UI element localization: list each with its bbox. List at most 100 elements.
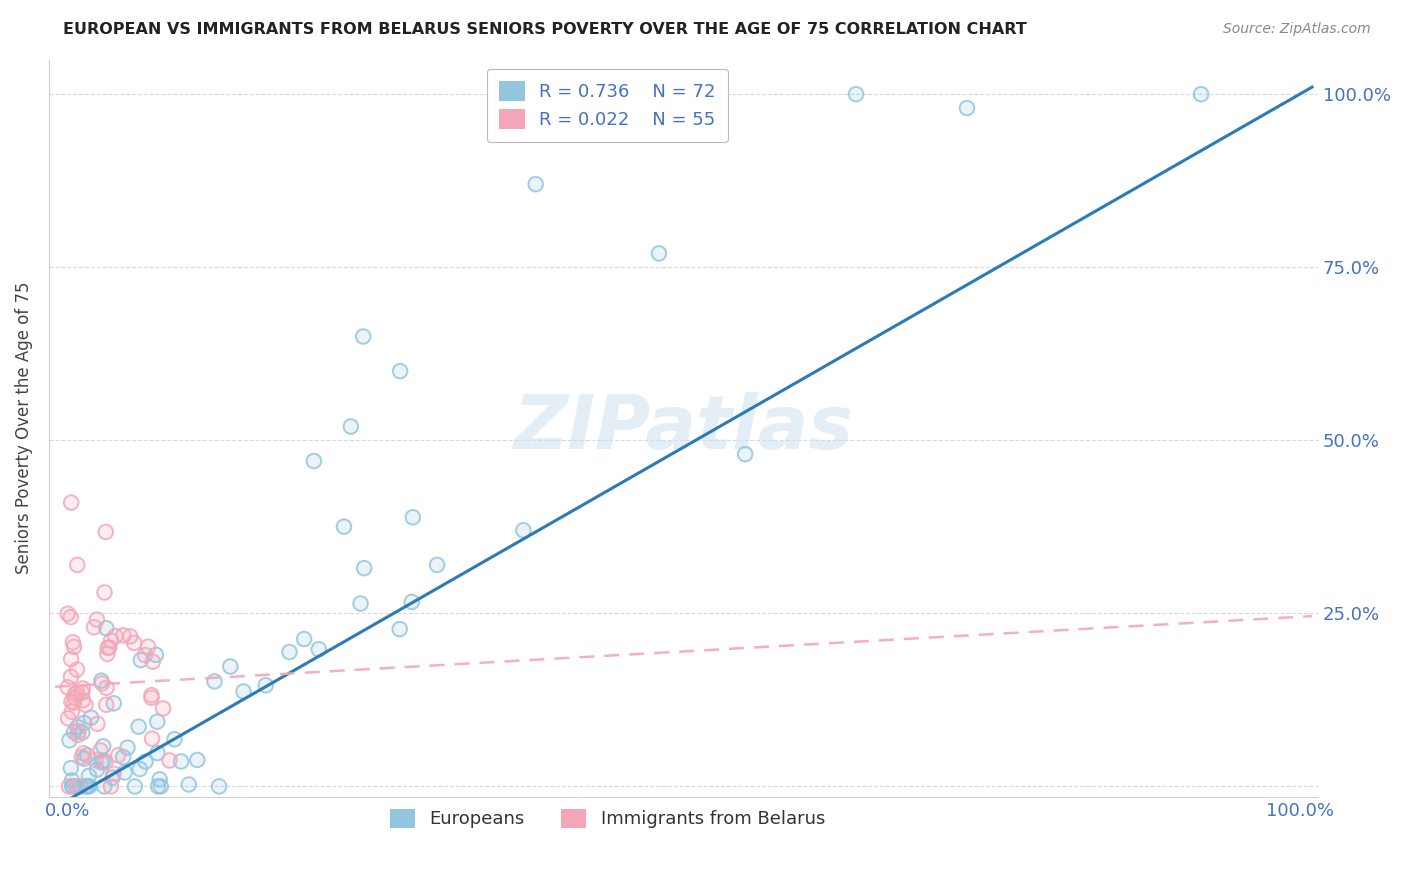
Point bbox=[149, 772, 172, 787]
Point bbox=[134, 755, 156, 769]
Point bbox=[60, 780, 83, 794]
Point bbox=[103, 696, 125, 710]
Point bbox=[845, 87, 868, 102]
Point bbox=[149, 780, 172, 794]
Point bbox=[141, 688, 163, 702]
Point bbox=[956, 101, 979, 115]
Point bbox=[76, 780, 98, 794]
Point bbox=[101, 771, 124, 785]
Y-axis label: Seniors Poverty Over the Age of 75: Seniors Poverty Over the Age of 75 bbox=[15, 282, 32, 574]
Point bbox=[65, 780, 87, 794]
Point bbox=[72, 746, 94, 760]
Point bbox=[56, 681, 79, 695]
Point bbox=[90, 756, 112, 770]
Point bbox=[401, 595, 423, 609]
Point bbox=[219, 659, 242, 673]
Point bbox=[308, 642, 330, 657]
Point bbox=[128, 762, 150, 776]
Point bbox=[129, 653, 152, 667]
Point bbox=[104, 629, 127, 643]
Point bbox=[96, 698, 118, 712]
Point bbox=[648, 246, 671, 260]
Point bbox=[93, 585, 115, 599]
Point bbox=[146, 780, 169, 794]
Point bbox=[97, 640, 120, 655]
Point bbox=[63, 725, 86, 739]
Point bbox=[734, 447, 756, 461]
Point bbox=[97, 640, 120, 655]
Point bbox=[63, 725, 86, 739]
Point bbox=[402, 510, 425, 524]
Point bbox=[145, 648, 167, 662]
Point bbox=[149, 780, 172, 794]
Point bbox=[66, 720, 89, 734]
Point bbox=[302, 454, 325, 468]
Point bbox=[292, 632, 315, 646]
Point bbox=[426, 558, 449, 572]
Point bbox=[60, 695, 83, 709]
Point bbox=[67, 724, 90, 739]
Point bbox=[141, 690, 163, 705]
Point bbox=[142, 655, 165, 669]
Point bbox=[122, 636, 145, 650]
Point bbox=[72, 725, 94, 739]
Point bbox=[232, 684, 254, 698]
Point bbox=[66, 558, 89, 572]
Point bbox=[66, 728, 89, 742]
Point bbox=[62, 635, 84, 649]
Point bbox=[219, 659, 242, 673]
Point bbox=[70, 750, 93, 764]
Point bbox=[648, 246, 671, 260]
Point bbox=[142, 655, 165, 669]
Point bbox=[146, 746, 169, 760]
Point bbox=[58, 780, 80, 794]
Point bbox=[100, 780, 122, 794]
Point bbox=[60, 495, 83, 509]
Point bbox=[401, 595, 423, 609]
Point bbox=[103, 767, 125, 781]
Text: Source: ZipAtlas.com: Source: ZipAtlas.com bbox=[1223, 22, 1371, 37]
Point bbox=[353, 561, 375, 575]
Point bbox=[149, 772, 172, 787]
Point bbox=[114, 765, 136, 780]
Point bbox=[1189, 87, 1212, 102]
Point bbox=[734, 447, 756, 461]
Point bbox=[66, 780, 89, 794]
Point bbox=[72, 681, 94, 696]
Point bbox=[152, 701, 174, 715]
Point bbox=[91, 739, 114, 754]
Point bbox=[86, 613, 108, 627]
Point bbox=[353, 561, 375, 575]
Point bbox=[107, 748, 129, 763]
Point bbox=[254, 678, 277, 692]
Point bbox=[59, 761, 82, 775]
Point bbox=[524, 177, 547, 191]
Point bbox=[60, 695, 83, 709]
Point bbox=[86, 716, 108, 731]
Point bbox=[134, 648, 156, 662]
Point bbox=[141, 688, 163, 702]
Point bbox=[58, 733, 80, 747]
Point bbox=[112, 628, 135, 642]
Point bbox=[388, 622, 411, 636]
Point bbox=[60, 773, 83, 788]
Point bbox=[98, 640, 121, 655]
Point bbox=[122, 636, 145, 650]
Point bbox=[91, 754, 114, 768]
Point bbox=[278, 645, 301, 659]
Point bbox=[76, 780, 98, 794]
Point bbox=[66, 685, 89, 699]
Point bbox=[333, 519, 356, 533]
Point bbox=[107, 748, 129, 763]
Point bbox=[66, 685, 89, 699]
Legend: Europeans, Immigrants from Belarus: Europeans, Immigrants from Belarus bbox=[382, 801, 832, 836]
Point bbox=[59, 670, 82, 684]
Point bbox=[63, 640, 86, 654]
Point bbox=[388, 622, 411, 636]
Point bbox=[104, 629, 127, 643]
Point bbox=[146, 714, 169, 729]
Point bbox=[101, 771, 124, 785]
Point bbox=[73, 716, 96, 731]
Point bbox=[56, 607, 79, 621]
Point bbox=[89, 743, 111, 757]
